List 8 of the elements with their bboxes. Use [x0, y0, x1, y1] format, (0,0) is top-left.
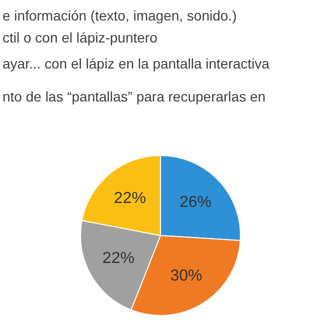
text: nto de las “pantallas” para recuperarlas en	[2, 88, 266, 104]
data-label: 22%	[114, 190, 146, 208]
data-label: 22%	[102, 250, 134, 268]
data-label: 26%	[179, 194, 212, 212]
data-label: 30%	[170, 268, 202, 285]
text: ctil o con el lápiz-puntero	[2, 30, 158, 46]
text: ayar... con el lápiz en la pantalla interactiva	[2, 56, 270, 72]
text: e información (texto, imagen, sonido.)	[2, 8, 237, 24]
